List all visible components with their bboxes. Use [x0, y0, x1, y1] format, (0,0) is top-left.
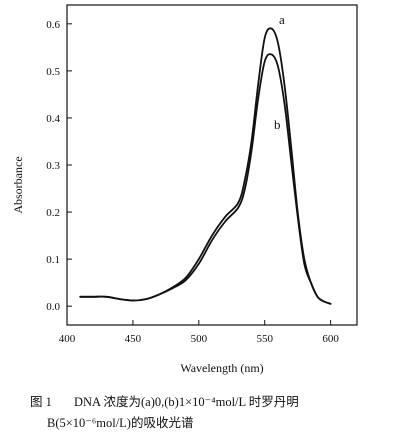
series-b-line: [79, 53, 332, 305]
series-b-label: b: [274, 117, 281, 132]
series-a-line: [79, 27, 332, 305]
figure-number: 图 1: [30, 395, 52, 409]
y-tick-label: 0.5: [46, 66, 60, 78]
x-tick-label: 500: [191, 333, 208, 345]
x-tick-label: 400: [59, 333, 76, 345]
y-tick-label: 0.2: [46, 207, 60, 219]
series-a-label: a: [279, 12, 285, 27]
chart-series: [79, 27, 332, 305]
y-tick-label: 0.1: [46, 254, 60, 266]
figure-caption-line-1: 图 1 DNA 浓度为(a)0,(b)1×10⁻⁴mol/L 时罗丹明: [30, 392, 299, 412]
x-axis-label: Wavelength (nm): [180, 361, 263, 375]
absorbance-chart: 400 450 500 550 600 0.0 0.1 0.2 0.3 0.4 0.5 0.6 Wav…: [11, 4, 358, 375]
y-tick-label: 0.3: [46, 160, 60, 172]
y-tick-label: 0.6: [46, 19, 60, 31]
x-tick-label: 450: [125, 333, 142, 345]
x-tick-label: 600: [322, 333, 339, 345]
caption-text-2: B(5×10⁻⁶mol/L)的吸收光谱: [47, 416, 194, 430]
y-tick-label: 0.0: [46, 301, 60, 313]
figure-caption-line-2: B(5×10⁻⁶mol/L)的吸收光谱: [47, 413, 193, 433]
caption-text-1: DNA 浓度为(a)0,(b)1×10⁻⁴mol/L 时罗丹明: [74, 395, 299, 409]
plot-frame: [66, 4, 358, 326]
chart-ticks: 400 450 500 550 600 0.0 0.1 0.2 0.3 0.4 0.5 0.6: [46, 19, 339, 345]
y-tick-label: 0.4: [46, 113, 60, 125]
chart-axes: [66, 4, 358, 326]
x-tick-label: 550: [256, 333, 273, 345]
y-axis-label: Absorbance: [11, 156, 25, 213]
